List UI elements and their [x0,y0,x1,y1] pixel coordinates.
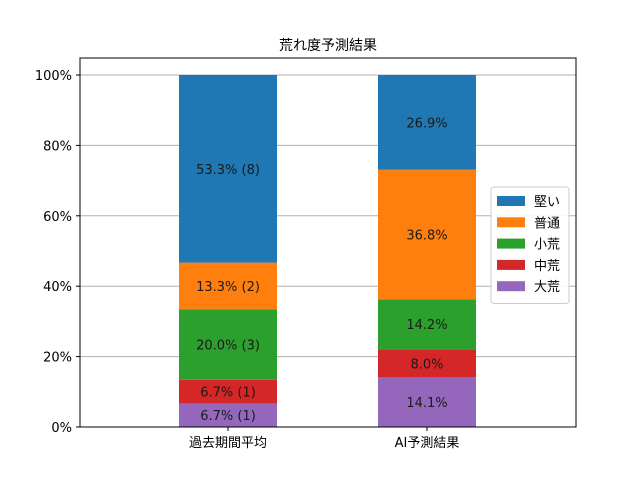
plot-frame [79,57,577,428]
y-tick-label: 20% [43,351,72,366]
bar-segment [378,169,476,300]
bar-segment [179,75,277,263]
y-tick-label: 0% [51,421,72,436]
data-label: 20.0% (3) [196,339,260,354]
data-label: 14.1% [406,396,447,411]
legend-swatch [497,196,525,206]
data-label: 26.9% [406,116,447,131]
chart-title: 荒れ度予測結果 [279,38,377,54]
legend-label: 中荒 [534,259,560,274]
legend-swatch [497,281,525,292]
data-label: 6.7% (1) [200,409,256,424]
y-tick-label: 80% [43,139,72,154]
y-tick-label: 60% [43,210,72,225]
data-label: 13.3% (2) [196,280,260,295]
y-tick-label: 100% [35,69,72,84]
x-axis: 過去期間平均 AI予測結果 [189,427,459,451]
bar-segment [179,262,277,310]
legend-label: 大荒 [534,280,560,295]
data-label: 14.2% [406,318,447,333]
data-label: 53.3% (8) [196,163,260,178]
x-tick-label: 過去期間平均 [189,436,267,451]
data-label: 6.7% (1) [200,386,256,401]
legend-label: 普通 [534,216,560,231]
bar-segment [378,75,476,170]
bar-segment [179,403,277,427]
y-axis: 0% 20% 40% 60% 80% 100% [35,69,80,436]
legend-label: 堅い [534,195,560,210]
legend-swatch [497,238,525,249]
data-label: 8.0% [410,357,443,372]
bars-group [179,75,476,427]
bar-segment [179,309,277,380]
y-tick-label: 40% [43,280,72,295]
legend-swatch [497,259,525,270]
x-tick-label: AI予測結果 [395,436,460,451]
legend-swatch [497,217,525,228]
legend-label: 小荒 [534,238,560,253]
bar-segment [378,349,476,378]
bar-segment [378,299,476,350]
bar-segment [179,379,277,404]
data-label: 36.8% [406,228,447,243]
legend-box [490,186,570,304]
data-labels-group: 6.7% (1) 6.7% (1) 20.0% (3) 13.3% (2) 53.3% … [196,116,448,424]
bar-segment [378,377,476,427]
